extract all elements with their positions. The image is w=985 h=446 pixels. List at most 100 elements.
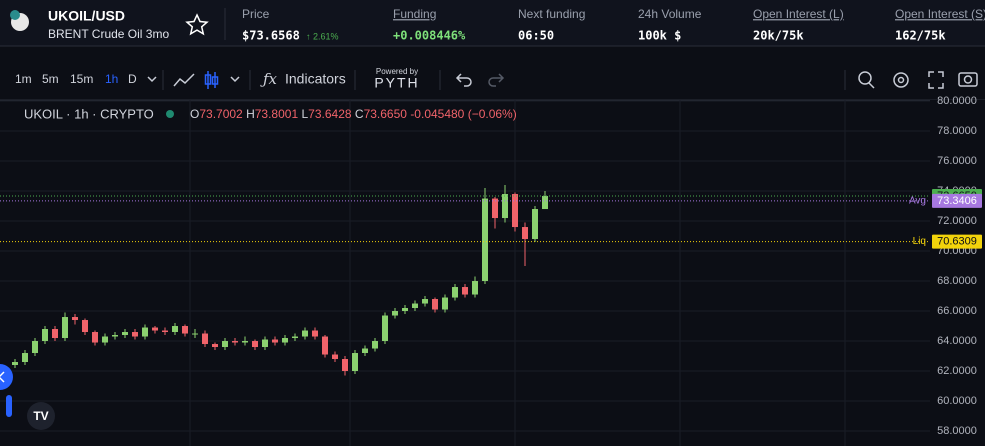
- favorite-star[interactable]: [185, 13, 209, 36]
- y-tick-label: 66.0000: [937, 305, 977, 317]
- price-change: ↑ 2.61%: [306, 31, 339, 41]
- candle-body: [302, 330, 308, 337]
- candle-body: [512, 194, 518, 228]
- market-status: [166, 110, 174, 118]
- candle-body: [492, 198, 498, 219]
- candle-body: [182, 326, 188, 334]
- candle-body: [422, 299, 428, 304]
- candle-body: [282, 338, 288, 343]
- candle-body: [502, 194, 508, 219]
- tv-logo-text: TV: [33, 409, 48, 423]
- legend-ohlc: O73.7002 H73.8001 L73.6428 C73.6650 -0.0…: [190, 107, 517, 121]
- chart-type-dropdown[interactable]: [230, 76, 240, 83]
- y-tick-label: 58.0000: [937, 425, 977, 437]
- interval-dropdown[interactable]: [147, 76, 157, 83]
- time-grid: [189, 100, 846, 446]
- candle-body: [132, 332, 138, 337]
- candle-body: [352, 353, 358, 372]
- undo-button[interactable]: [455, 73, 472, 87]
- candle-body: [232, 341, 238, 343]
- price-line-label: 70.6309: [937, 235, 977, 247]
- candle-body: [382, 315, 388, 342]
- stat-value: $73.6568: [242, 29, 300, 43]
- scroll-handle[interactable]: [6, 395, 12, 417]
- zoom-button[interactable]: [858, 71, 875, 89]
- candle-body: [522, 227, 528, 240]
- stat-label[interactable]: Funding: [393, 7, 436, 21]
- candle-body: [72, 317, 78, 321]
- stat-label: Next funding: [518, 7, 585, 21]
- collapse-button[interactable]: [0, 364, 13, 390]
- candle-body: [482, 198, 488, 282]
- indicators-button[interactable]: Indicators: [285, 71, 346, 87]
- candle-body: [42, 329, 48, 342]
- candle-body: [372, 341, 378, 349]
- header-bar: [0, 0, 985, 46]
- stat-value: +0.008446%: [393, 29, 466, 43]
- stat-value: 06:50: [518, 29, 554, 43]
- price-line-name: Liq: [913, 236, 926, 247]
- candle-body: [332, 354, 338, 360]
- indicators-icon[interactable]: ƒx: [260, 70, 278, 88]
- candle-body: [212, 344, 218, 348]
- candle-body: [62, 317, 68, 339]
- y-tick-label: 68.0000: [937, 275, 977, 287]
- legend-symbol: UKOIL · 1h · CRYPTO: [24, 106, 154, 121]
- candle-body: [122, 332, 128, 336]
- legend-key: H: [246, 107, 255, 121]
- y-tick-label: 80.0000: [937, 95, 977, 107]
- candle-body: [432, 299, 438, 310]
- candle-body: [252, 341, 258, 348]
- candle-body: [322, 336, 328, 355]
- interval-button[interactable]: 5m: [42, 72, 59, 86]
- candle-body: [542, 195, 548, 210]
- legend-value: 73.6428: [308, 107, 352, 121]
- stat-label[interactable]: Open Interest (L): [753, 7, 844, 21]
- stat-value: 100k $: [638, 29, 681, 43]
- y-tick-label: 64.0000: [937, 335, 977, 347]
- tv-logo: [27, 402, 55, 430]
- stat-label: 24h Volume: [638, 7, 702, 21]
- candle-body: [22, 353, 28, 363]
- stat-label: Price: [242, 7, 270, 21]
- interval-button[interactable]: 15m: [70, 72, 93, 86]
- candle-body: [472, 281, 478, 295]
- candle-body: [102, 336, 108, 343]
- stat-value: 162/75k: [895, 29, 946, 43]
- provider-logo: PYTH: [374, 75, 419, 91]
- price-line-tag: [932, 193, 982, 208]
- candle-body: [162, 330, 168, 333]
- candle-body: [12, 362, 18, 366]
- fullscreen-button[interactable]: [928, 71, 944, 89]
- price-line-tag: [932, 234, 982, 249]
- price-line-label: 73.3406: [937, 195, 977, 207]
- stat-label[interactable]: Open Interest (S): [895, 7, 985, 21]
- price-axis: [930, 100, 985, 446]
- candle-body: [82, 320, 88, 333]
- candle-body: [92, 332, 98, 343]
- settings-button[interactable]: [893, 72, 909, 88]
- candle-icon[interactable]: [204, 71, 219, 89]
- interval-button-active[interactable]: 1h: [105, 72, 118, 86]
- candle-body: [272, 339, 278, 343]
- candle-body: [462, 287, 468, 295]
- y-tick-label: 60.0000: [937, 395, 977, 407]
- candle-body: [222, 341, 228, 348]
- candle-body: [112, 335, 118, 337]
- interval-button[interactable]: D: [128, 72, 137, 86]
- y-tick-label: 78.0000: [937, 125, 977, 137]
- legend-value: 73.8001: [255, 107, 299, 121]
- screenshot-button[interactable]: [958, 72, 978, 87]
- line-chart-icon[interactable]: [173, 73, 195, 87]
- interval-button[interactable]: 1m: [15, 72, 32, 86]
- legend-key: L: [301, 107, 308, 121]
- candle-body: [202, 333, 208, 345]
- candle-body: [532, 209, 538, 240]
- candle-body: [152, 327, 158, 331]
- legend-key: C: [355, 107, 364, 121]
- redo-button[interactable]: [488, 73, 505, 87]
- powered-by: Powered by: [376, 67, 418, 76]
- candle-body: [362, 348, 368, 354]
- price-line-name: Avg: [909, 196, 926, 207]
